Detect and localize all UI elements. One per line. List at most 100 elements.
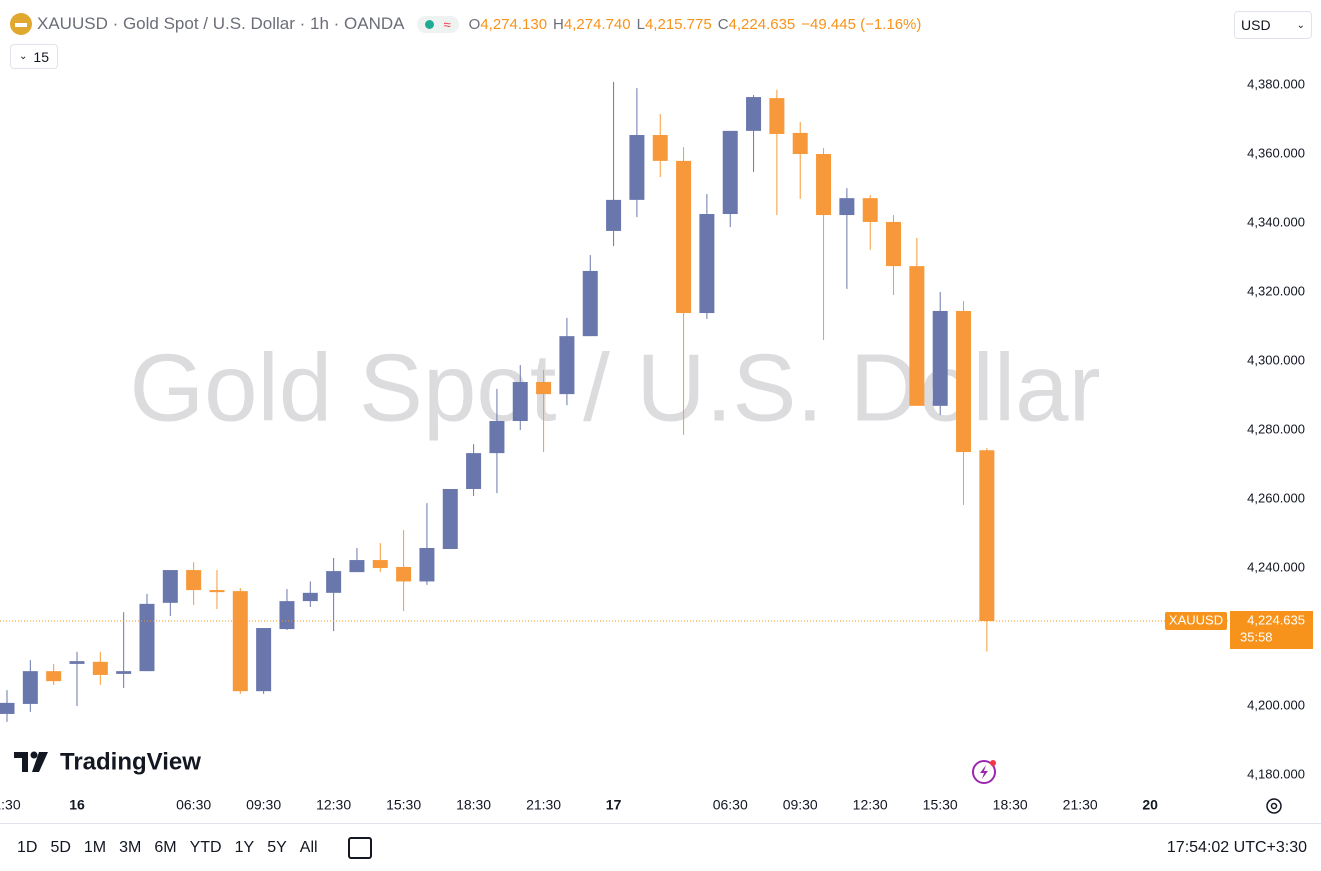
- ohlc-item: O4,274.130: [469, 16, 547, 33]
- range-button[interactable]: All: [299, 838, 318, 856]
- branding-logo: [14, 751, 48, 772]
- x-tick-label: 18:30: [993, 797, 1028, 813]
- y-tick-label: 4,360.000: [1247, 145, 1305, 160]
- lightning-icon[interactable]: [972, 760, 996, 784]
- y-tick-label: 4,260.000: [1247, 490, 1305, 505]
- ohlc-item: C4,224.635: [718, 16, 796, 33]
- range-button[interactable]: 5D: [50, 838, 71, 856]
- x-tick-label: 12:30: [316, 797, 351, 813]
- ohlc-value: 4,215.775: [644, 15, 712, 33]
- ohlc-key: H: [553, 15, 564, 33]
- candle-body: [909, 266, 925, 406]
- candle-body: [69, 661, 85, 664]
- x-tick-label: 1:30: [0, 797, 21, 813]
- candle-body: [162, 570, 178, 603]
- y-tick-label: 4,240.000: [1247, 559, 1305, 574]
- watermark: Gold Spot / U.S. Dollar: [129, 334, 1100, 441]
- candle-body: [839, 198, 855, 216]
- candle-body: [22, 671, 38, 704]
- candle-body: [722, 130, 738, 215]
- candle-body: [0, 702, 15, 714]
- candle-body: [932, 310, 948, 406]
- candle-body: [92, 661, 108, 675]
- status-pill[interactable]: ≈: [416, 15, 459, 33]
- candle-body: [466, 453, 482, 489]
- candle-body: [792, 132, 808, 154]
- ohlc-key: C: [717, 15, 729, 33]
- candle-body: [442, 488, 458, 550]
- range-button[interactable]: 1D: [17, 838, 38, 856]
- ohlc-key: L: [636, 15, 645, 33]
- x-tick-label: 21:30: [526, 797, 561, 813]
- range-button[interactable]: YTD: [189, 838, 222, 856]
- x-tick-label: 21:30: [1063, 797, 1098, 813]
- candle-body: [559, 336, 575, 395]
- candle-body: [769, 98, 785, 134]
- symbol-title[interactable]: XAUUSD · Gold Spot / U.S. Dollar · 1h · …: [37, 14, 405, 33]
- symbol-tag-bg: [1165, 612, 1227, 631]
- range-button[interactable]: 1Y: [234, 838, 255, 856]
- x-tick-label: 15:30: [923, 797, 958, 813]
- candle-body: [862, 198, 878, 222]
- x-tick-label: 15:30: [386, 797, 421, 813]
- range-button[interactable]: 5Y: [267, 838, 287, 856]
- ohlc-value: 4,274.130: [480, 15, 548, 33]
- symbol-header: XAUUSD · Gold Spot / U.S. Dollar · 1h · …: [10, 13, 921, 35]
- ohlc-item: L4,215.775: [637, 16, 712, 33]
- candle-body: [186, 570, 202, 591]
- x-tick-label: 09:30: [783, 797, 818, 813]
- candle-body: [676, 160, 692, 314]
- candle-body: [886, 221, 902, 267]
- x-tick-label: 09:30: [246, 797, 281, 813]
- candle-body: [326, 571, 342, 593]
- ohlc-value: 4,274.740: [563, 15, 631, 33]
- ohlc-values: O4,274.130 H4,274.740 L4,215.775 C4,224.635: [469, 16, 802, 33]
- candle-body: [746, 97, 762, 131]
- candle-body: [302, 592, 318, 602]
- candle-body: [512, 382, 528, 422]
- candle-body: [699, 214, 715, 314]
- y-tick-label: 4,200.000: [1247, 697, 1305, 712]
- candle-body: [396, 566, 412, 582]
- ohlc-value: 4,224.635: [728, 15, 796, 33]
- ohlc-item: H4,274.740: [553, 16, 631, 33]
- candle-body: [629, 135, 645, 200]
- candle-body: [979, 450, 995, 622]
- candle-body: [536, 382, 552, 395]
- bottom-toolbar: 17:54:02 UTC+3:30 1D 5D 1M 3M 6M YTD 1Y 5Y All: [0, 823, 1321, 871]
- candle-body: [652, 135, 668, 161]
- y-tick-label: 4,380.000: [1247, 76, 1305, 91]
- candle-body: [816, 153, 832, 216]
- x-tick-label: 12:30: [853, 797, 888, 813]
- candle-body: [956, 310, 972, 453]
- range-button[interactable]: 1M: [83, 838, 107, 856]
- x-tick-label: 17: [606, 797, 622, 813]
- branding-text: TradingView: [60, 748, 201, 775]
- candle-body: [256, 628, 272, 692]
- symbol-tag: XAUUSD: [1169, 612, 1223, 627]
- price-change: −49.445 (−1.16%): [801, 15, 922, 33]
- date-range-button[interactable]: [347, 836, 372, 859]
- price-tag-value: 4,224.635: [1247, 612, 1305, 627]
- y-tick-label: 4,300.000: [1247, 352, 1305, 367]
- currency-select[interactable]: USD ⌄: [1234, 11, 1312, 39]
- y-tick-label: 4,320.000: [1247, 283, 1305, 298]
- range-button[interactable]: 6M: [154, 838, 177, 856]
- candle-body: [139, 603, 155, 672]
- clock: 17:54:02 UTC+3:30: [1166, 838, 1307, 856]
- x-tick-label: 18:30: [456, 797, 491, 813]
- x-tick-label: 06:30: [176, 797, 211, 813]
- x-tick-label: 20: [1142, 797, 1158, 813]
- indicator-count: 15: [33, 48, 49, 65]
- x-tick-label: 06:30: [713, 797, 748, 813]
- candle-body: [489, 421, 505, 454]
- candle-body: [606, 199, 622, 231]
- candle-body: [209, 590, 225, 593]
- indicator-toggle[interactable]: ⌄ 15: [10, 44, 58, 69]
- candle-body: [279, 601, 295, 630]
- candle-body: [372, 560, 388, 568]
- settings-icon[interactable]: [1266, 798, 1282, 814]
- range-button[interactable]: 3M: [119, 838, 142, 856]
